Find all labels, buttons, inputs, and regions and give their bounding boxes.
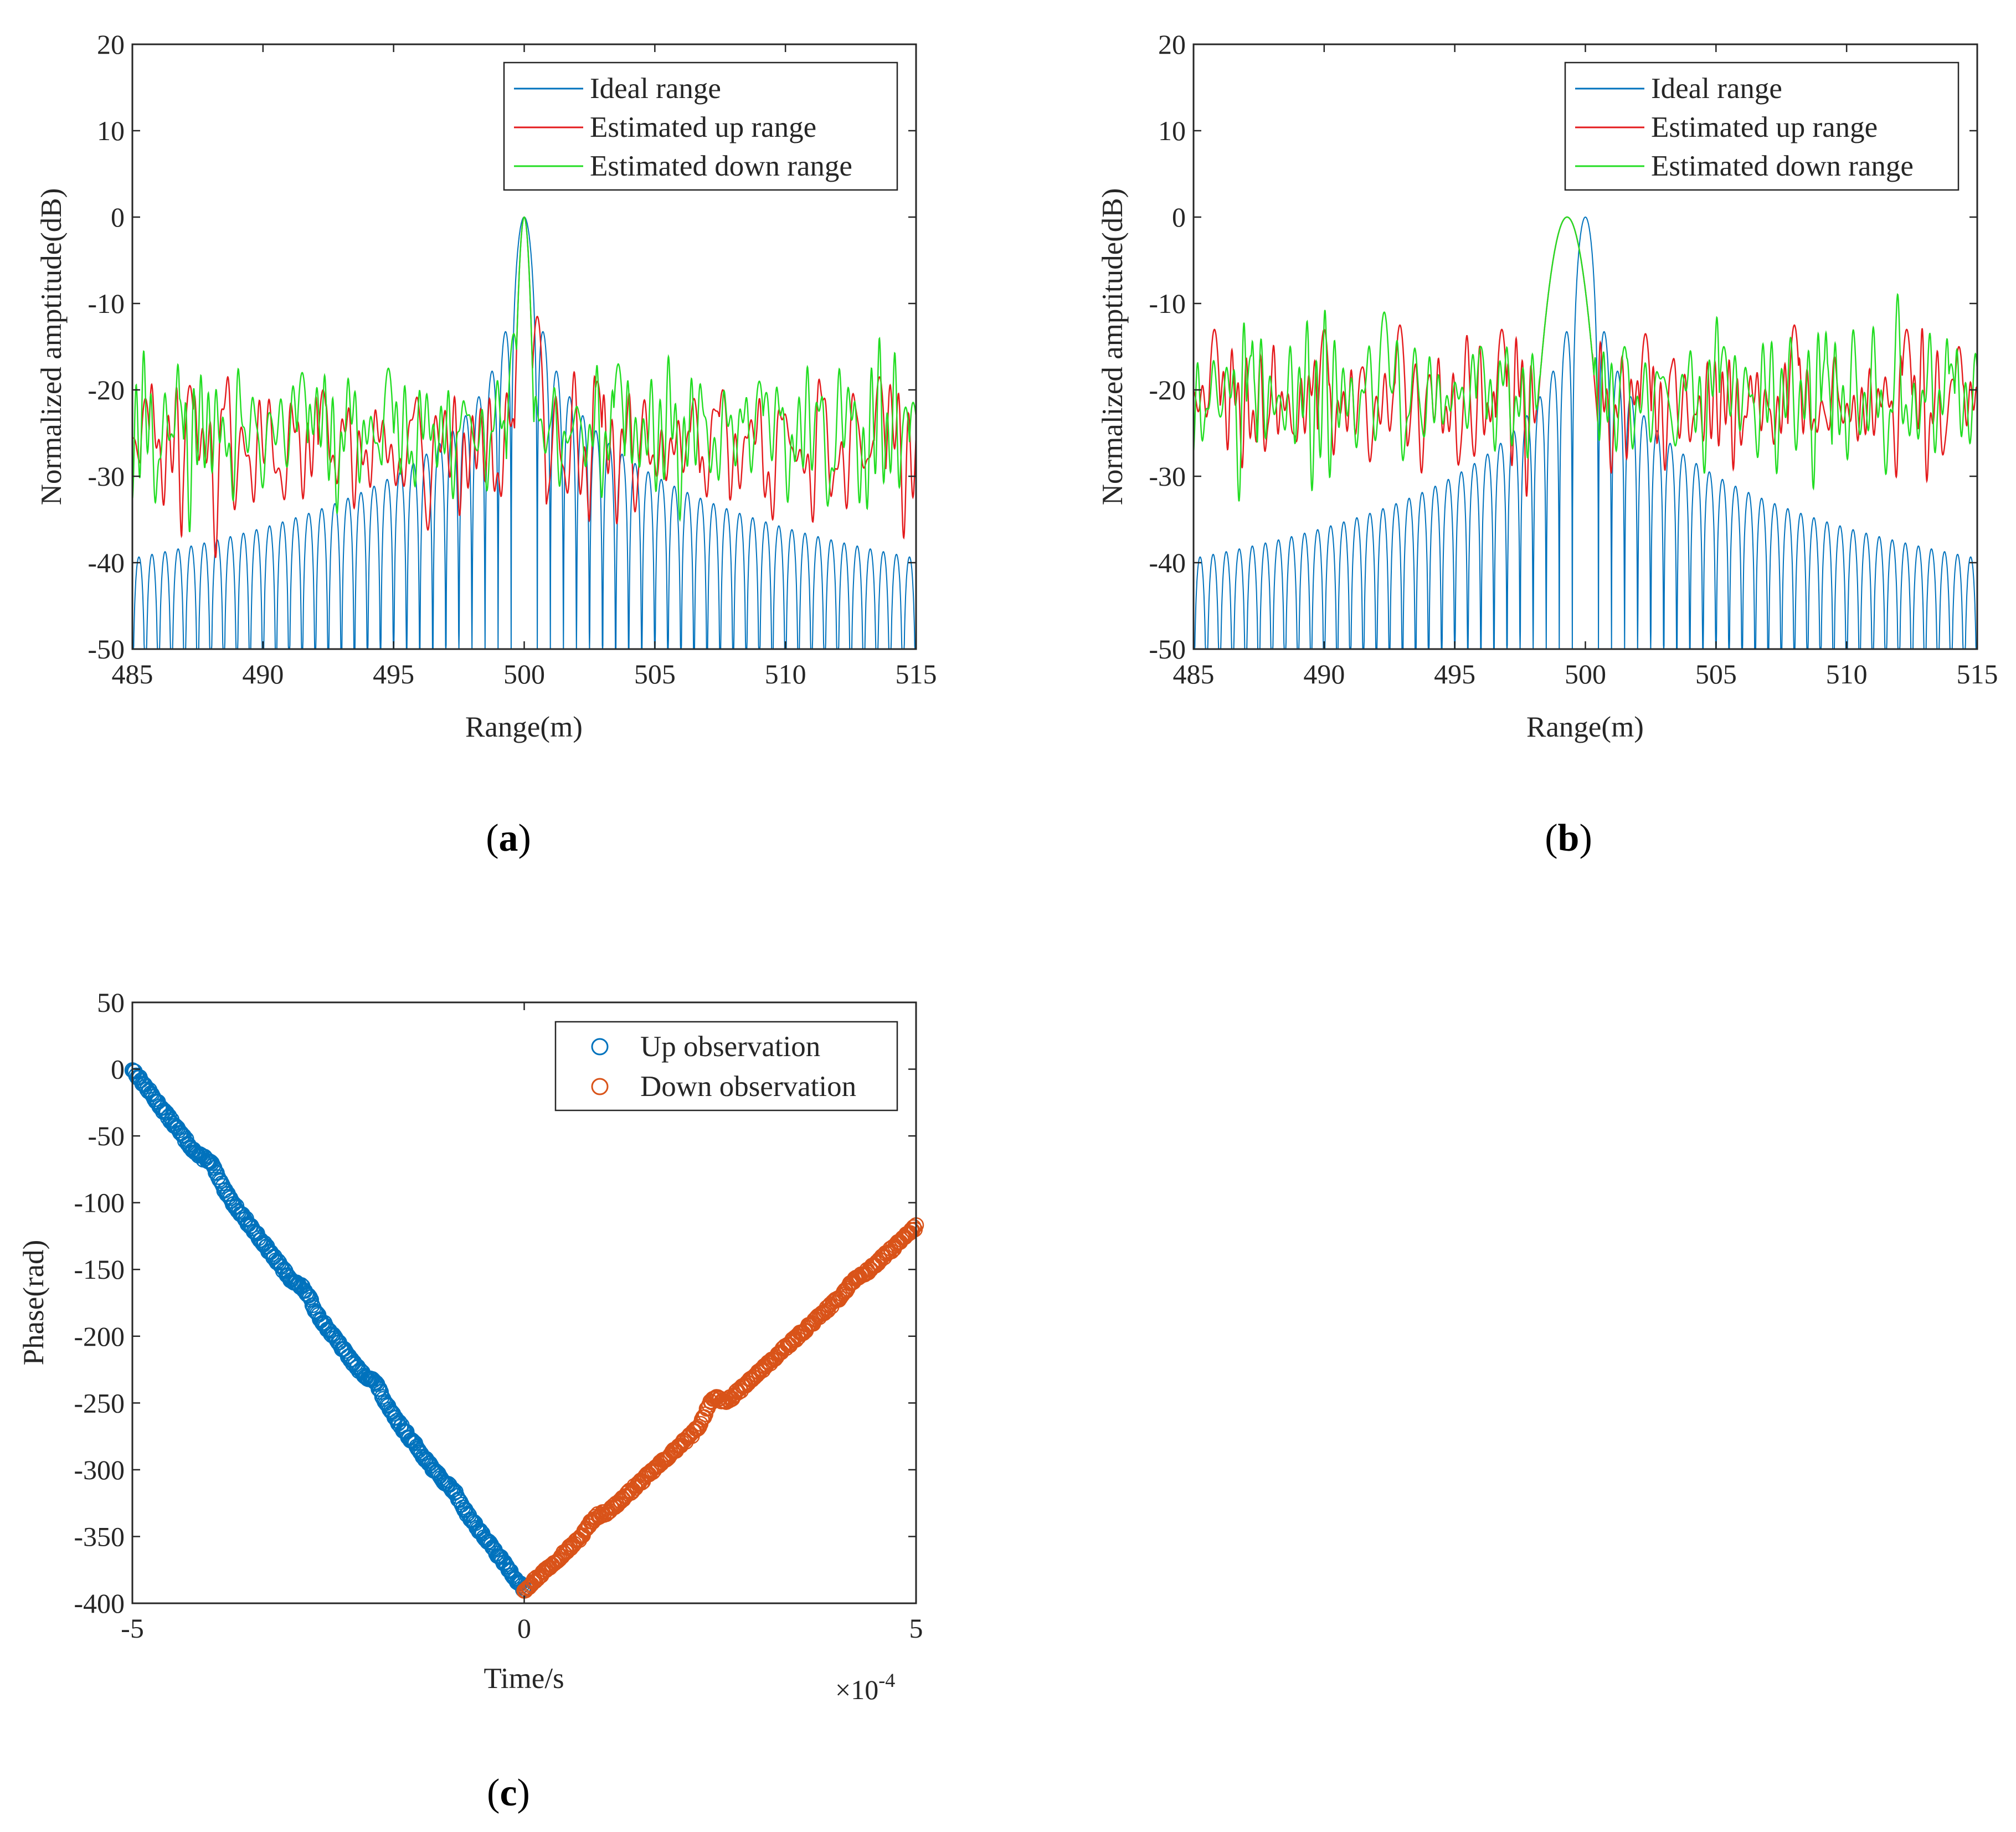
- x-tick-label: 500: [503, 658, 545, 689]
- y-tick-label: -10: [1149, 288, 1186, 319]
- y-tick-label: -20: [88, 374, 125, 405]
- x-axis-exponent-c: ×10-4: [835, 1669, 895, 1705]
- legend-label-up-b: Estimated up range: [1651, 111, 1878, 143]
- y-tick-label: -40: [88, 547, 125, 578]
- series-line-up-a: [132, 216, 917, 558]
- y-tick-label: -30: [88, 461, 125, 492]
- y-tick-label: 20: [1158, 29, 1186, 60]
- y-axis-label-c: Phase(rad): [18, 1240, 50, 1366]
- legend-marker-down-c: [591, 1078, 609, 1095]
- chart-panel-b: 485 490 495 500 505 510 515 -50 -40 -30 -20 -10 0 10 2…: [1097, 29, 1998, 860]
- legend-a: Ideal range Estimated up range Estimated…: [503, 61, 898, 191]
- y-tick-label: -100: [74, 1187, 125, 1218]
- y-tick-label: 10: [1158, 115, 1186, 146]
- y-tick-label: -300: [74, 1454, 125, 1485]
- x-tick-label: 485: [1173, 658, 1215, 689]
- x-tick-label: 0: [517, 1613, 531, 1644]
- x-tick-label: 490: [242, 658, 284, 689]
- up-observation-point: [496, 1554, 513, 1571]
- y-tick-label: 50: [97, 987, 125, 1018]
- x-tick-label: 485: [112, 658, 153, 689]
- x-tick-label: 510: [765, 658, 806, 689]
- y-tick-label: 0: [1172, 202, 1186, 233]
- x-tick-label: 490: [1303, 658, 1345, 689]
- x-axis-label-b: Range(m): [1526, 711, 1644, 743]
- y-tick-label: -50: [88, 634, 125, 665]
- series-line-down-b: [1192, 216, 1978, 502]
- legend-b: Ideal range Estimated up range Estimated…: [1564, 61, 1960, 191]
- y-tick-label: -30: [1149, 461, 1186, 492]
- y-tick-label: -350: [74, 1521, 125, 1552]
- y-tick-label: -50: [1149, 634, 1186, 665]
- caption-b: (b): [1545, 817, 1592, 860]
- up-observation-point: [382, 1401, 398, 1418]
- caption-c: (c): [487, 1772, 530, 1814]
- x-tick-label: 510: [1826, 658, 1868, 689]
- y-tick-label: -400: [74, 1588, 125, 1619]
- y-tick-label: -200: [74, 1321, 125, 1352]
- y-tick-label: -10: [88, 288, 125, 319]
- axis-ticks-a: 485 490 495 500 505 510 515 -50 -40 -30 -20 -10 0 10 2…: [88, 29, 937, 689]
- legend-box-a: [503, 61, 898, 191]
- up-observation-point: [451, 1492, 467, 1509]
- legend-label-down-c: Down observation: [640, 1071, 856, 1103]
- y-axis-label-a: Normalized amptitude(dB): [35, 188, 68, 506]
- y-tick-label: -20: [1149, 374, 1186, 405]
- plot-lines-a: [131, 216, 917, 650]
- x-tick-label: 505: [1695, 658, 1737, 689]
- legend-label-down-b: Estimated down range: [1651, 150, 1914, 182]
- y-tick-label: -250: [74, 1387, 125, 1418]
- x-tick-label: 500: [1565, 658, 1606, 689]
- y-tick-label: -40: [1149, 547, 1186, 578]
- down-observation-point: [906, 1219, 922, 1235]
- up-observation-point: [140, 1083, 156, 1099]
- x-tick-label: -5: [121, 1613, 144, 1644]
- y-tick-label: 0: [111, 1054, 125, 1085]
- x-tick-label: 515: [1957, 658, 1998, 689]
- legend-c: Up observation Down observation: [554, 1021, 898, 1111]
- plot-points-c: [124, 1062, 924, 1599]
- x-tick-label: 505: [634, 658, 676, 689]
- axis-ticks-b: 485 490 495 500 505 510 515 -50 -40 -30 -20 -10 0 10 2…: [1149, 29, 1998, 689]
- up-observation-point: [377, 1393, 393, 1410]
- legend-label-up-c: Up observation: [640, 1031, 820, 1063]
- legend-label-ideal-b: Ideal range: [1651, 73, 1782, 105]
- series-line-down-a: [131, 216, 917, 532]
- legend-label-up-a: Estimated up range: [590, 111, 816, 143]
- chart-panel-a: 485 490 495 500 505 510 515 -50 -40 -30 -20 -10 0 10 2…: [35, 29, 937, 860]
- x-axis-label-a: Range(m): [465, 711, 583, 743]
- up-observation-point: [409, 1440, 426, 1457]
- up-observation-point: [205, 1157, 222, 1174]
- up-observation-point: [366, 1372, 382, 1388]
- legend-marker-up-c: [591, 1038, 609, 1056]
- down-observation-point: [676, 1432, 693, 1449]
- x-tick-label: 495: [373, 658, 414, 689]
- x-tick-label: 5: [909, 1613, 923, 1644]
- x-tick-label: 515: [896, 658, 937, 689]
- y-tick-label: -50: [88, 1120, 125, 1151]
- up-observation-point: [392, 1418, 409, 1435]
- up-observation-point: [302, 1289, 318, 1305]
- y-tick-label: 20: [97, 29, 125, 60]
- caption-a: (a): [486, 817, 531, 860]
- y-tick-label: -150: [74, 1254, 125, 1285]
- legend-label-ideal-a: Ideal range: [590, 73, 721, 105]
- up-observation-point: [399, 1424, 415, 1440]
- y-tick-label: 0: [111, 202, 125, 233]
- y-tick-label: 10: [97, 115, 125, 146]
- legend-box-c: [554, 1021, 898, 1111]
- x-axis-label-c: Time/s: [484, 1663, 564, 1695]
- legend-box-b: [1564, 61, 1960, 191]
- x-tick-label: 495: [1434, 658, 1475, 689]
- plot-lines-b: [1192, 216, 1978, 650]
- y-axis-label-b: Normalized amptitude(dB): [1097, 188, 1129, 506]
- legend-label-down-a: Estimated down range: [590, 150, 852, 182]
